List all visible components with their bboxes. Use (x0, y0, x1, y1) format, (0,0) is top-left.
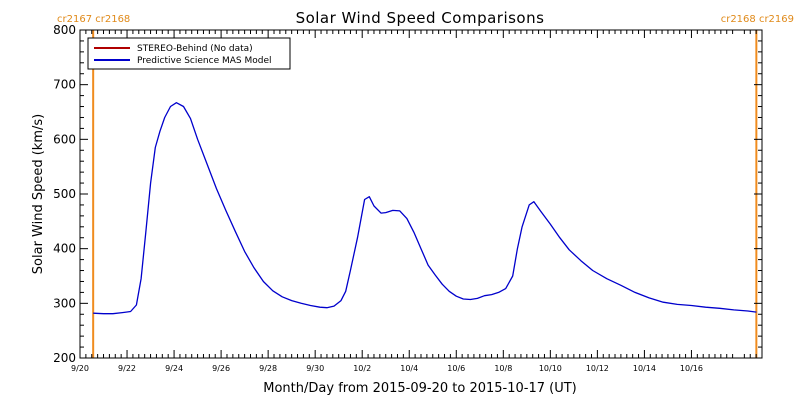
x-tick-label: 9/24 (165, 364, 183, 373)
carrington-right-label: cr2168 cr2169 (721, 14, 794, 25)
legend-box (87, 37, 291, 70)
y-tick-label: 600 (53, 132, 76, 146)
x-tick-label: 9/30 (306, 364, 324, 373)
carrington-left-label: cr2167 cr2168 (57, 14, 130, 25)
chart-title: Solar Wind Speed Comparisons (296, 9, 545, 27)
x-tick-label: 10/8 (494, 364, 512, 373)
legend-label-stereo: STEREO-Behind (No data) (137, 44, 253, 54)
x-tick-label: 9/28 (259, 364, 277, 373)
x-tick-label: 10/14 (633, 364, 656, 373)
y-axis: 200 300 400 500 600 700 800 (53, 23, 762, 365)
x-tick-label: 10/2 (353, 364, 371, 373)
y-tick-label: 500 (53, 187, 76, 201)
y-tick-label: 200 (53, 351, 76, 365)
series-line-mas-model (93, 102, 757, 315)
y-tick-label: 800 (53, 23, 76, 37)
y-tick-label: 300 (53, 296, 76, 310)
x-tick-label: 9/26 (212, 364, 230, 373)
x-tick-label: 10/10 (539, 364, 562, 373)
plot-frame (79, 29, 763, 359)
x-axis-label: Month/Day from 2015-09-20 to 2015-10-17 … (263, 381, 576, 396)
plot-area (92, 30, 758, 358)
x-tick-label: 9/20 (71, 364, 89, 373)
x-tick-label: 10/4 (400, 364, 418, 373)
legend: STEREO-Behind (No data) Predictive Scien… (87, 37, 291, 70)
y-axis-label: Solar Wind Speed (km/s) (31, 114, 46, 274)
x-axis: 9/20 9/22 9/24 9/26 9/28 9/30 10/2 10/4 10/6 10/8… (71, 30, 763, 373)
y-tick-label: 400 (53, 242, 76, 256)
x-tick-label: 10/16 (680, 364, 703, 373)
y-tick-label: 700 (53, 78, 76, 92)
x-tick-label: 9/22 (118, 364, 136, 373)
x-tick-label: 10/12 (586, 364, 609, 373)
x-tick-label: 10/6 (447, 364, 465, 373)
legend-label-model: Predictive Science MAS Model (137, 56, 272, 66)
